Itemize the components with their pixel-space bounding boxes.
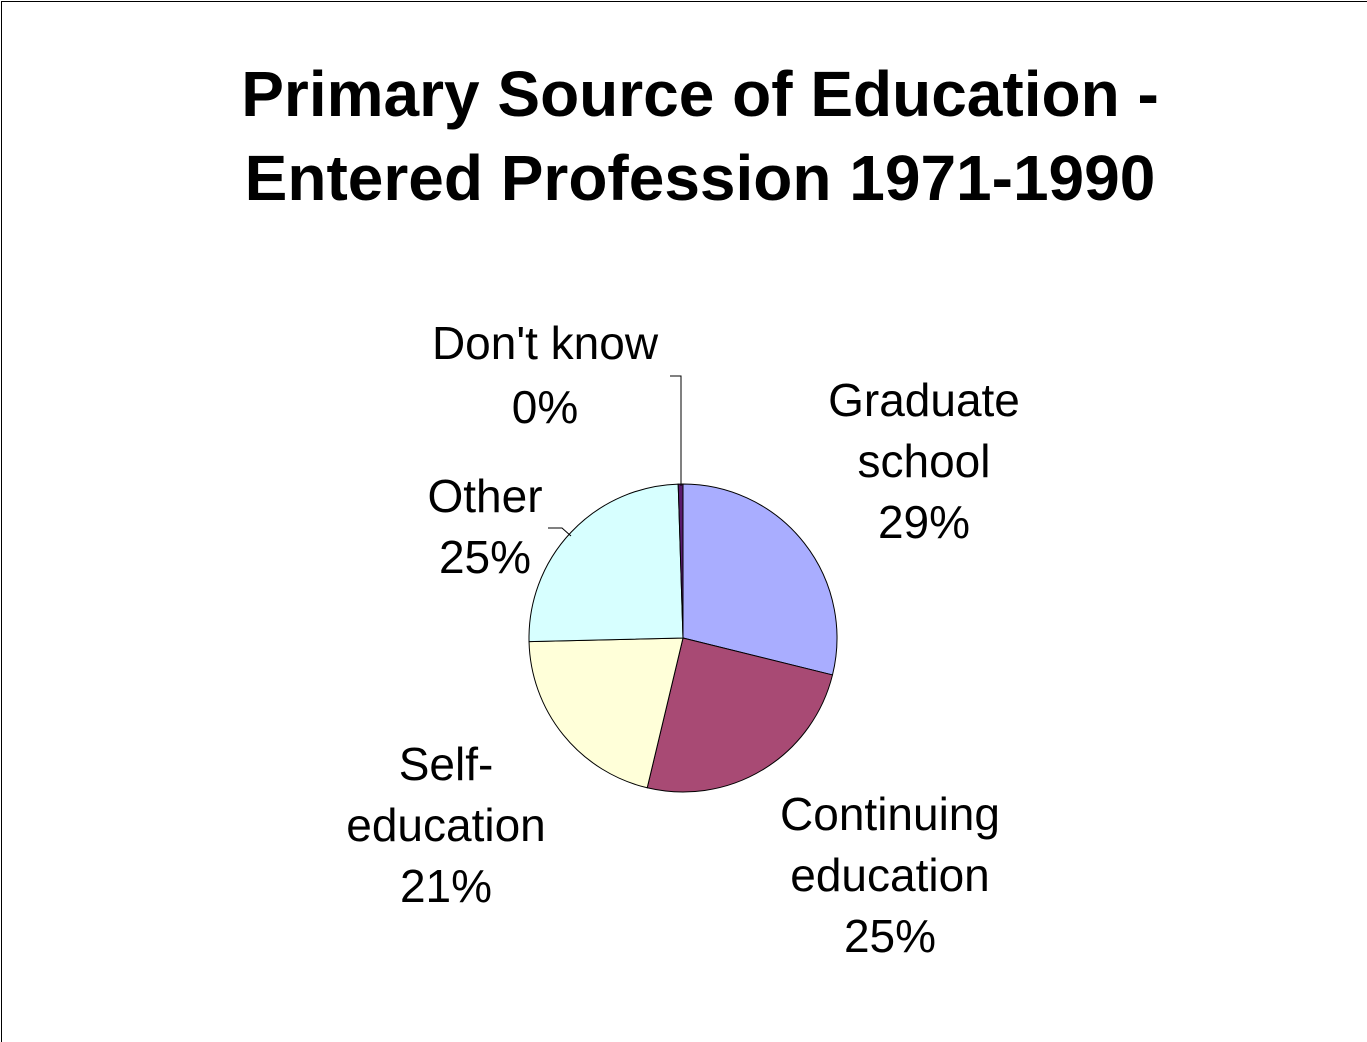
slice-label-line: education (790, 849, 990, 901)
pie-slice-graduate-school (682, 483, 838, 676)
slice-label-line: Continuing (780, 788, 1000, 840)
pie-slices (528, 483, 838, 793)
pie-slice-self-education (528, 637, 684, 789)
leader-lines (548, 375, 682, 537)
slice-label-line: Self- (399, 738, 494, 790)
leader-line-dont-know (670, 375, 682, 486)
slice-label-line: 21% (400, 860, 492, 912)
slice-label-graduate-school: Graduate school 29% (828, 374, 1020, 548)
slice-label-line: 25% (439, 531, 531, 583)
slice-label-line: 25% (844, 910, 936, 962)
slice-label-line: 0% (512, 381, 578, 433)
slice-label-line: school (858, 435, 991, 487)
slice-label-other: Other 25% (427, 470, 542, 583)
slice-label-don-t-know: Don't know 0% (432, 317, 659, 433)
chart-title-line-2: Entered Profession 1971-1990 (244, 142, 1156, 214)
slice-label-line: Other (427, 470, 542, 522)
pie-slice-continuing-education (646, 637, 834, 793)
chart-title: Primary Source of Education - Entered Pr… (150, 52, 1250, 220)
chart-title-line-1: Primary Source of Education - (241, 58, 1159, 130)
slice-label-line: education (346, 799, 546, 851)
pie-slice-other (528, 483, 684, 643)
slice-label-line: 29% (878, 496, 970, 548)
slice-label-continuing-education: Continuing education 25% (780, 788, 1000, 962)
leader-line-other (548, 527, 572, 537)
slice-label-line: Graduate (828, 374, 1020, 426)
slice-label-line: Don't know (432, 317, 659, 369)
slice-labels: Graduate school 29% Continuing education 25% S… (346, 317, 1020, 962)
slice-label-self-education: Self-education 21% (346, 738, 546, 912)
